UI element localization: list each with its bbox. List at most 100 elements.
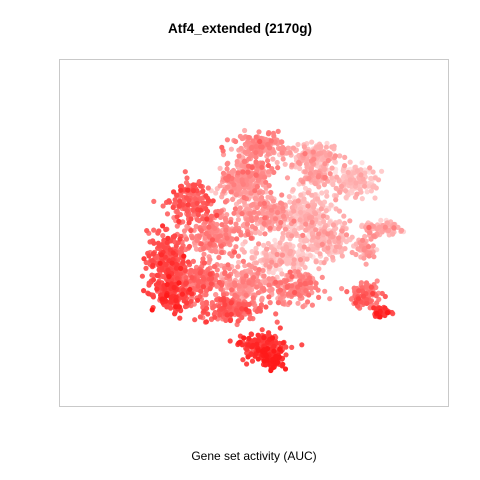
data-point-2166 — [280, 205, 286, 211]
data-point-2708 — [219, 249, 225, 256]
data-point-1477 — [342, 163, 348, 169]
data-point-747 — [265, 240, 271, 247]
data-point-1328 — [362, 183, 368, 189]
data-point-3738 — [149, 307, 155, 313]
data-point-2929 — [273, 279, 279, 285]
data-point-1909 — [256, 241, 262, 247]
data-point-1928 — [256, 129, 262, 135]
data-point-1948 — [269, 286, 275, 293]
data-point-3646 — [169, 260, 175, 266]
data-point-3349 — [227, 338, 233, 344]
data-point-1711 — [295, 198, 301, 204]
data-point-107 — [277, 267, 284, 273]
data-point-1972 — [306, 175, 312, 181]
data-point-1769 — [230, 167, 237, 174]
data-point-2841 — [218, 243, 224, 249]
data-point-3112 — [143, 265, 149, 271]
data-point-953 — [274, 159, 280, 166]
data-point-2042 — [319, 274, 325, 280]
data-point-1412 — [321, 260, 327, 266]
data-point-1793 — [320, 213, 326, 219]
data-point-3249 — [364, 300, 370, 306]
data-point-2106 — [382, 224, 388, 230]
data-point-2159 — [310, 149, 316, 155]
data-point-2572 — [241, 194, 247, 201]
data-point-1493 — [349, 249, 355, 256]
data-point-1027 — [316, 266, 322, 272]
data-point-3128 — [209, 237, 216, 243]
data-point-1893 — [305, 203, 311, 209]
data-point-2837 — [308, 279, 314, 286]
data-point-1462 — [290, 145, 297, 151]
data-point-3478 — [183, 280, 189, 286]
data-point-2396 — [246, 134, 252, 141]
data-point-2284 — [272, 216, 279, 222]
data-point-3667 — [171, 284, 177, 291]
data-point-3601 — [150, 262, 156, 268]
data-point-2602 — [284, 278, 290, 284]
data-point-2763 — [226, 173, 232, 179]
data-point-3335 — [240, 357, 246, 363]
data-point-2183 — [311, 156, 317, 162]
data-point-2038 — [374, 278, 380, 284]
data-point-3458 — [353, 300, 359, 306]
data-point-1177 — [353, 180, 359, 186]
data-point-3297 — [360, 293, 367, 299]
data-point-392 — [319, 190, 325, 196]
data-point-2348 — [271, 169, 277, 175]
data-point-1257 — [329, 165, 335, 171]
data-point-1817 — [273, 262, 279, 268]
data-point-2395 — [240, 181, 246, 187]
data-point-1103 — [252, 229, 258, 235]
data-point-2287 — [275, 209, 281, 216]
data-point-3046 — [239, 314, 245, 321]
data-point-800 — [373, 185, 379, 191]
data-point-3227 — [163, 226, 169, 233]
data-point-838 — [338, 249, 344, 255]
data-point-1102 — [298, 209, 304, 215]
data-point-1303 — [321, 166, 327, 172]
data-point-2310 — [244, 221, 250, 227]
data-point-408 — [213, 190, 219, 196]
data-point-2520 — [241, 158, 248, 165]
data-point-3308 — [299, 342, 305, 348]
data-point-665 — [330, 181, 336, 188]
data-point-3411 — [186, 220, 192, 226]
data-point-3045 — [172, 197, 178, 203]
data-point-1416 — [305, 246, 311, 252]
data-point-2228 — [279, 139, 285, 145]
data-point-2627 — [232, 292, 238, 298]
data-point-735 — [282, 161, 288, 167]
data-point-3375 — [249, 358, 256, 364]
data-point-3712 — [255, 347, 261, 353]
data-point-2816 — [248, 235, 254, 241]
data-point-3412 — [149, 258, 155, 264]
data-point-2704 — [289, 283, 295, 289]
data-point-3298 — [212, 314, 218, 320]
data-point-1694 — [247, 269, 254, 275]
data-point-460 — [297, 165, 303, 172]
data-point-3368 — [201, 308, 207, 314]
data-point-2219 — [268, 207, 275, 213]
data-point-1902 — [300, 179, 306, 185]
data-point-1090 — [332, 239, 338, 245]
data-point-1198 — [285, 145, 291, 151]
data-point-2640 — [201, 245, 207, 252]
data-point-2496 — [223, 227, 229, 233]
data-point-3006 — [185, 212, 191, 218]
data-point-2331 — [262, 174, 268, 180]
data-point-1140 — [390, 231, 396, 237]
data-point-3047 — [197, 293, 203, 300]
data-point-1530 — [337, 189, 343, 195]
data-point-2104 — [202, 235, 208, 241]
data-point-2021 — [256, 210, 262, 216]
data-point-2436 — [313, 280, 319, 286]
data-point-2559 — [160, 233, 166, 239]
data-point-3443 — [151, 251, 157, 257]
data-point-2914 — [302, 281, 308, 287]
data-point-944 — [321, 218, 327, 225]
data-point-2618 — [243, 273, 249, 279]
data-point-198 — [364, 189, 370, 195]
data-point-1203 — [316, 184, 322, 190]
